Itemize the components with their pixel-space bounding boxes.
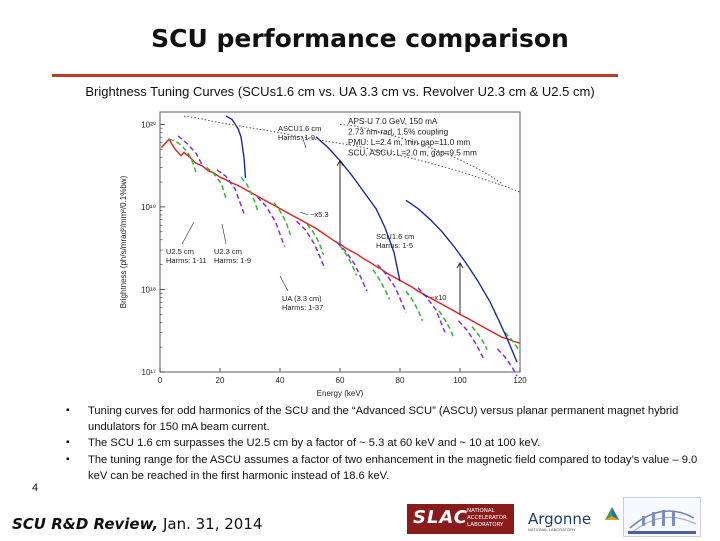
annotation-label: U2.3 cm — [214, 247, 242, 256]
slac-logo: SLAC NATIONAL ACCELERATOR LABORATORY — [407, 504, 514, 534]
x-tick-label: 120 — [513, 376, 527, 385]
x-tick-label: 20 — [216, 376, 225, 385]
annotation-pointer — [301, 135, 307, 149]
argonne-triangle-icon — [605, 507, 619, 520]
legend-line: 2.73 nm-rad, 1.5% coupling — [348, 128, 449, 137]
y-axis-label: Brightness (ph/s/mrad²/mm²/0.1%bw) — [119, 175, 128, 308]
slac-logo-line: NATIONAL — [467, 508, 495, 514]
y-tick-label: 10¹⁸ — [141, 285, 156, 294]
annotation-pointer — [299, 211, 309, 216]
annotation-pointer — [221, 223, 227, 245]
series-u2-5-cm-line — [339, 245, 358, 276]
slide-title: SCU performance comparison — [151, 24, 569, 53]
legend-line: APS-U 7.0 GeV, 150 mA — [348, 117, 438, 126]
annotation-label: ~x10 — [430, 293, 446, 302]
legend-line: SCU, ASCU: L=2.0 m, gap=9.5 mm — [348, 149, 477, 158]
series-u2-3-cm-line — [417, 287, 446, 333]
series-u2-3-cm-line — [216, 169, 245, 214]
footer-date: Jan. 31, 2014 — [158, 515, 263, 533]
x-tick-label: 40 — [276, 376, 285, 385]
slac-logo-line: ACCELERATOR — [467, 515, 507, 521]
slac-logo-line: LABORATORY — [467, 522, 504, 528]
x-axis-label: Energy (keV) — [317, 389, 364, 398]
series-u2-5-cm-line — [306, 223, 325, 256]
series-u2-5-cm-line — [405, 290, 424, 322]
annotation-label: ~x5.3 — [310, 210, 329, 219]
annotation-pointer — [181, 221, 195, 245]
y-tick-label: 10¹⁷ — [142, 368, 157, 377]
footer-event: SCU R&D Review, — [12, 515, 159, 533]
series-u2-3-cm-line — [256, 196, 286, 247]
series-u2-3-cm-line — [177, 135, 205, 168]
footer-text: SCU R&D Review, Jan. 31, 2014 — [12, 515, 262, 533]
y-tick-label: 10¹⁹ — [141, 203, 156, 212]
factor-arrow-head — [456, 262, 464, 269]
argonne-logo-text: Argonne — [528, 510, 592, 528]
series-u2-3-cm-line — [295, 220, 326, 270]
annotation-sublabel: Harms: 1-11 — [166, 256, 207, 265]
x-tick-label: 60 — [336, 376, 345, 385]
annotation-pointer — [279, 275, 289, 292]
aps-ring-icon — [628, 510, 697, 534]
bullet-item: The SCU 1.6 cm surpasses the U2.5 cm by … — [60, 435, 700, 451]
series-scu1-6-cm-line — [405, 199, 518, 363]
annotation-label: ASCU1.6 cm — [278, 124, 321, 133]
series-u2-3-cm-line — [496, 348, 518, 377]
series-u2-5-cm-line — [504, 331, 521, 353]
legend-line: PMU: L=2.4 m, min gap=11.0 mm — [348, 138, 470, 147]
series-u2-5-cm-line — [471, 326, 488, 351]
annotation-sublabel: Harms: 1-37 — [282, 303, 323, 312]
series-ascu1-6-cm-line — [339, 123, 503, 185]
series-scu1-6-cm-line — [225, 115, 247, 179]
annotation-sublabel: Harms: 1-5 — [376, 241, 413, 250]
series-u2-5-cm-line — [273, 202, 292, 236]
series-u2-3-cm-line — [336, 241, 368, 292]
annotation-label: UA (3.3 cm) — [282, 294, 322, 303]
bullet-item: The tuning range for the ASCU assumes a … — [60, 452, 700, 484]
x-tick-label: 80 — [396, 376, 405, 385]
slac-logo-text: SLAC — [413, 507, 469, 528]
series-u2-5-cm-line — [168, 138, 197, 173]
series-u2-3-cm-line — [457, 320, 485, 360]
series-u2-5-cm-line — [206, 166, 227, 199]
aps-logo — [623, 497, 701, 537]
argonne-logo: Argonne NATIONAL LABORATORY — [526, 504, 620, 534]
x-tick-label: 100 — [453, 376, 467, 385]
annotation-pointer — [421, 293, 429, 298]
series-u2-3-cm-line — [376, 264, 407, 313]
factor-arrow-head — [336, 159, 344, 166]
x-tick-label: 0 — [158, 376, 163, 385]
series-ua-3-3-cm-line — [160, 138, 521, 344]
annotation-sublabel: Harms: 1-9 — [278, 133, 315, 142]
annotation-label: SCU1.6 cm — [376, 232, 414, 241]
argonne-logo-subtext: NATIONAL LABORATORY — [528, 527, 576, 532]
series-ascu1-6-cm-line — [183, 115, 521, 193]
slac-logo-subtext: NATIONAL ACCELERATOR LABORATORY — [467, 508, 507, 529]
brightness-chart: 0 20 40 60 80 100 120 10¹⁷ 10¹⁸ 10¹⁹ 10²⁰ Energy (k… — [119, 111, 527, 398]
chart-subtitle: Brightness Tuning Curves (SCUs1.6 cm vs.… — [85, 84, 595, 99]
bullet-item: Tuning curves for odd harmonics of the S… — [60, 403, 700, 435]
annotation-sublabel: Harms: 1-9 — [214, 256, 251, 265]
y-tick-label: 10²⁰ — [141, 120, 156, 129]
bullet-list: Tuning curves for odd harmonics of the S… — [60, 403, 700, 484]
slide-number: 4 — [32, 482, 39, 494]
annotation-label: U2.5 cm — [166, 247, 194, 256]
series-u2-5-cm-line — [240, 176, 259, 211]
title-divider — [52, 74, 618, 77]
series-u2-5-cm-line — [438, 310, 455, 340]
series-u2-5-cm-line — [372, 269, 391, 300]
series-scu1-6-cm-line — [315, 136, 401, 282]
